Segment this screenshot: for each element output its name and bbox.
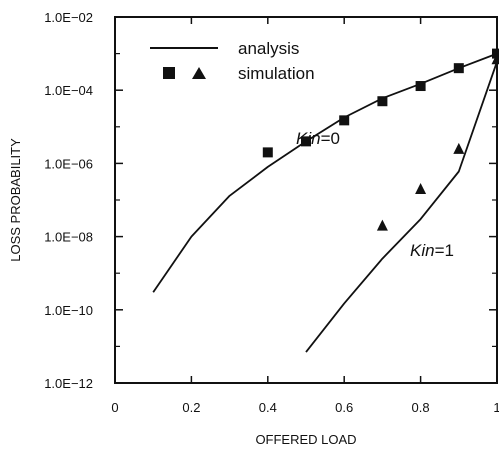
series-layer (152, 52, 498, 353)
y-tick-label: 1.0E−10 (44, 303, 93, 318)
tick-labels: 0 0.2 0.4 0.6 0.8 1 1.0E−12 1.0E−10 1.0E−08 1.0E−… (44, 10, 499, 415)
annotation-kin-0: Kin=0 (296, 129, 340, 148)
legend-label-analysis: analysis (238, 39, 299, 58)
y-tick-label: 1.0E−02 (44, 10, 93, 25)
y-tick-label: 1.0E−04 (44, 83, 93, 98)
x-axis-title: OFFERED LOAD (255, 432, 356, 447)
simulation-square-point (377, 96, 388, 107)
x-tick-label: 0.6 (335, 400, 353, 415)
simulation-square-point (415, 81, 426, 92)
y-tick-label: 1.0E−08 (44, 230, 93, 245)
simulation-square-point (453, 63, 464, 74)
annotation-kin-1: Kin=1 (410, 241, 454, 260)
y-axis-title: LOSS PROBABILITY (8, 138, 23, 262)
annotation-kin-1-value: =1 (435, 241, 454, 260)
simulation-triangle-point (376, 219, 388, 231)
annotation-kin-0-value: =0 (321, 129, 340, 148)
analysis-line-0 (152, 52, 498, 293)
annotation-kin-0-name: Kin (296, 129, 321, 148)
legend-square-swatch (163, 67, 175, 79)
simulation-square-point (339, 115, 350, 126)
simulation-square-point (492, 48, 499, 59)
simulation-triangle-point (415, 182, 427, 194)
x-tick-label: 1 (493, 400, 499, 415)
x-tick-label: 0.4 (259, 400, 277, 415)
ticks (114, 16, 498, 384)
x-tick-label: 0.8 (412, 400, 430, 415)
analysis-line-1 (305, 61, 498, 353)
marker-layer (262, 48, 499, 231)
simulation-triangle-point (491, 53, 499, 65)
y-tick-label: 1.0E−12 (44, 376, 93, 391)
legend-label-simulation: simulation (238, 64, 315, 83)
x-tick-label: 0 (111, 400, 118, 415)
x-tick-label: 0.2 (182, 400, 200, 415)
simulation-square-point (262, 147, 273, 158)
annotation-kin-1-name: Kin (410, 241, 435, 260)
simulation-triangle-point (453, 142, 465, 154)
simulation-square-point (301, 136, 311, 147)
y-tick-label: 1.0E−06 (44, 156, 93, 171)
legend-triangle-swatch (192, 67, 206, 79)
legend: analysis simulation (150, 39, 315, 83)
